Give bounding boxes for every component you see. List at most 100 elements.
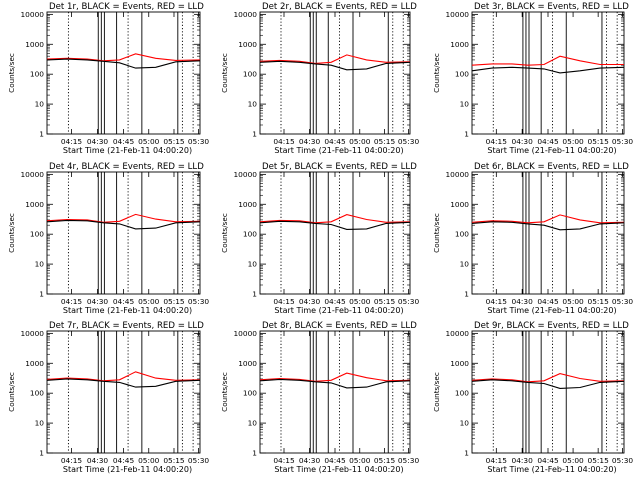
chart-title: Det 2r, BLACK = Events, RED = LLD — [262, 2, 417, 12]
plot-frame — [471, 11, 625, 135]
x-tick-label: 04:45 — [113, 456, 135, 465]
y-tick-label: 1 — [252, 449, 257, 458]
x-tick-label: 04:15 — [273, 456, 295, 465]
chart-panel-6: Det 6r, BLACK = Events, RED = LLD 1 10 100 1… — [432, 162, 633, 315]
y-tick-label: 100 — [243, 389, 257, 398]
chart-title: Det 9r, BLACK = Events, RED = LLD — [474, 321, 629, 331]
y-axis-label: Counts/sec — [432, 213, 441, 253]
y-tick-label: 100 — [455, 389, 469, 398]
x-tick-label: 04:15 — [61, 297, 83, 306]
series-line-events — [259, 378, 411, 389]
x-tick-label: 04:15 — [486, 456, 508, 465]
y-tick-label: 1000 — [25, 359, 44, 368]
x-tick-label: 04:15 — [61, 137, 83, 146]
x-tick-label: 05:15 — [163, 297, 185, 306]
x-tick-label: 05:00 — [349, 297, 371, 306]
y-tick-label: 1 — [39, 449, 44, 458]
plot-frame — [46, 11, 201, 135]
x-tick-label: 05:15 — [163, 137, 185, 146]
y-tick-label: 10 — [248, 100, 258, 109]
x-axis-label: Start Time (21-Feb-11 04:00:20) — [487, 306, 616, 315]
x-tick-label: 05:15 — [374, 297, 396, 306]
x-tick-label: 05:00 — [349, 456, 371, 465]
x-tick-label: 05:15 — [163, 456, 185, 465]
series-line-events — [471, 66, 625, 74]
series-line-lld — [259, 372, 411, 382]
y-axis-label: Counts/sec — [220, 213, 229, 253]
x-tick-label: 05:30 — [188, 297, 210, 306]
chart-panel-7: Det 7r, BLACK = Events, RED = LLD 1 10 100 1… — [7, 321, 209, 474]
x-tick-label: 05:30 — [188, 456, 210, 465]
series-line-lld — [259, 214, 411, 224]
x-tick-label: 05:30 — [398, 456, 420, 465]
y-tick-label: 1000 — [238, 359, 257, 368]
chart-title: Det 3r, BLACK = Events, RED = LLD — [474, 2, 629, 12]
x-tick-label: 05:00 — [138, 137, 160, 146]
series-line-lld — [259, 54, 411, 64]
chart-panel-5: Det 5r, BLACK = Events, RED = LLD 1 10 100 1… — [220, 162, 419, 315]
chart-panel-3: Det 3r, BLACK = Events, RED = LLD 1 10 100 1… — [432, 2, 633, 155]
chart-panel-1: Det 1r, BLACK = Events, RED = LLD 1 10 100 1… — [7, 2, 209, 155]
series-line-events — [46, 219, 201, 230]
x-tick-label: 04:15 — [273, 137, 295, 146]
x-tick-label: 04:45 — [537, 137, 559, 146]
y-axis-label: Counts/sec — [7, 53, 16, 93]
plot-frame — [259, 11, 411, 135]
plot-frame — [46, 330, 201, 454]
x-tick-label: 05:00 — [349, 137, 371, 146]
x-tick-label: 04:15 — [486, 297, 508, 306]
x-tick-label: 04:15 — [61, 456, 83, 465]
x-tick-label: 04:15 — [486, 137, 508, 146]
x-axis-label: Start Time (21-Feb-11 04:00:20) — [487, 146, 616, 155]
series-line-lld — [46, 213, 201, 223]
y-tick-label: 10000 — [445, 10, 469, 19]
y-tick-label: 1 — [464, 290, 469, 299]
x-axis-label: Start Time (21-Feb-11 04:00:20) — [274, 146, 403, 155]
x-tick-label: 05:30 — [398, 137, 420, 146]
x-tick-label: 05:00 — [138, 297, 160, 306]
series-line-events — [471, 221, 625, 231]
y-tick-label: 10000 — [20, 10, 44, 19]
y-tick-label: 100 — [455, 70, 469, 79]
x-tick-label: 05:00 — [562, 297, 584, 306]
x-tick-label: 04:45 — [113, 137, 135, 146]
y-tick-label: 10 — [248, 260, 258, 269]
y-tick-label: 1000 — [25, 40, 44, 49]
y-tick-label: 10 — [35, 419, 45, 428]
y-tick-label: 1000 — [25, 200, 44, 209]
y-tick-label: 1 — [464, 130, 469, 139]
series-line-lld — [471, 373, 625, 383]
x-axis-label: Start Time (21-Feb-11 04:00:20) — [274, 465, 403, 474]
x-tick-label: 05:00 — [562, 137, 584, 146]
y-axis-label: Counts/sec — [220, 372, 229, 412]
x-tick-label: 04:30 — [512, 456, 534, 465]
plot-frame — [471, 330, 625, 454]
x-tick-label: 04:45 — [324, 456, 346, 465]
x-tick-label: 04:15 — [273, 297, 295, 306]
x-tick-label: 05:30 — [612, 456, 634, 465]
chart-title: Det 4r, BLACK = Events, RED = LLD — [49, 162, 204, 172]
x-tick-label: 04:30 — [87, 297, 109, 306]
y-tick-label: 1 — [464, 449, 469, 458]
x-axis-label: Start Time (21-Feb-11 04:00:20) — [487, 465, 616, 474]
x-tick-label: 04:45 — [537, 456, 559, 465]
y-tick-label: 100 — [30, 70, 44, 79]
x-tick-label: 04:30 — [87, 137, 109, 146]
x-tick-label: 05:15 — [588, 137, 610, 146]
series-line-events — [259, 220, 411, 230]
x-tick-label: 04:30 — [512, 137, 534, 146]
x-tick-label: 05:00 — [138, 456, 160, 465]
x-tick-label: 05:30 — [612, 137, 634, 146]
y-tick-label: 1 — [39, 290, 44, 299]
y-tick-label: 1000 — [238, 40, 257, 49]
x-tick-label: 04:45 — [113, 297, 135, 306]
y-tick-label: 1 — [39, 130, 44, 139]
y-tick-label: 10 — [460, 100, 470, 109]
series-line-lld — [471, 55, 624, 66]
x-tick-label: 04:30 — [299, 137, 321, 146]
x-tick-label: 04:30 — [87, 456, 109, 465]
chart-panel-4: Det 4r, BLACK = Events, RED = LLD 1 10 100 1… — [7, 162, 209, 315]
x-axis-label: Start Time (21-Feb-11 04:00:20) — [274, 306, 403, 315]
